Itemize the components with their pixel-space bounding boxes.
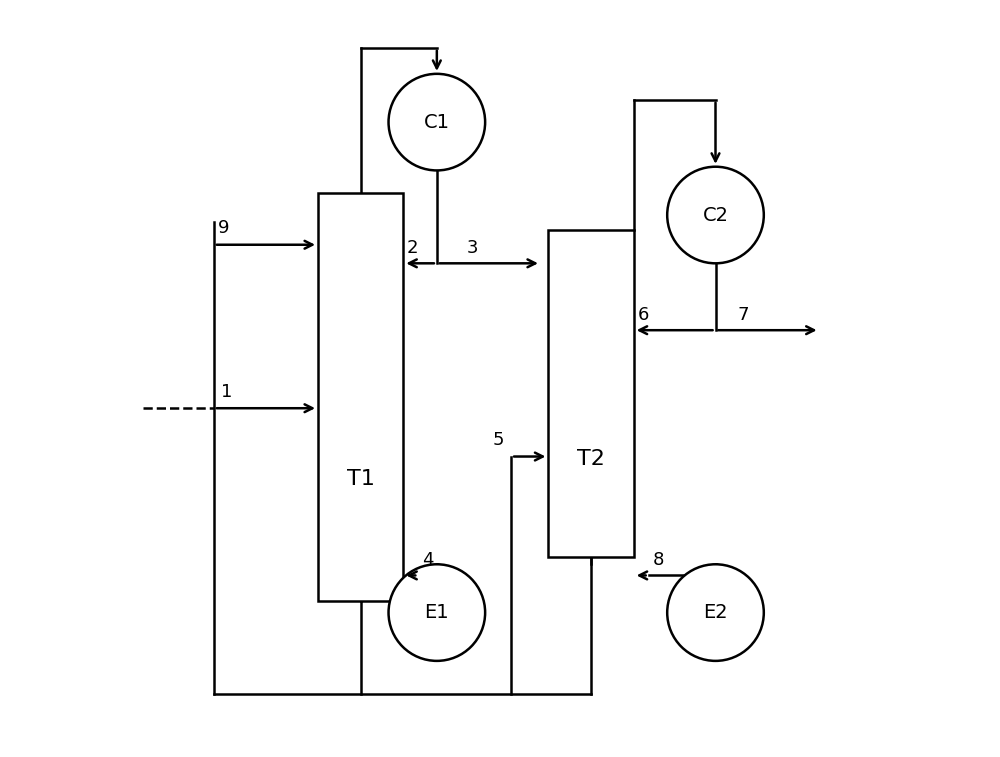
Bar: [318, 193, 403, 601]
Text: 8: 8: [652, 552, 664, 569]
Text: 1: 1: [221, 383, 233, 400]
Text: 7: 7: [738, 307, 749, 324]
Text: C1: C1: [424, 113, 450, 132]
Text: T1: T1: [347, 469, 375, 489]
Text: T2: T2: [577, 449, 605, 469]
Text: C2: C2: [703, 205, 729, 225]
Text: 4: 4: [422, 552, 433, 569]
Text: 2: 2: [407, 239, 419, 257]
Ellipse shape: [389, 74, 485, 170]
Ellipse shape: [667, 167, 764, 263]
Text: 6: 6: [637, 307, 649, 324]
Text: 3: 3: [467, 239, 478, 257]
Bar: [548, 230, 634, 557]
Text: E2: E2: [703, 603, 728, 622]
Text: 9: 9: [218, 220, 229, 237]
Text: E1: E1: [425, 603, 449, 622]
Ellipse shape: [667, 564, 764, 661]
Text: 5: 5: [493, 431, 504, 449]
Ellipse shape: [389, 564, 485, 661]
